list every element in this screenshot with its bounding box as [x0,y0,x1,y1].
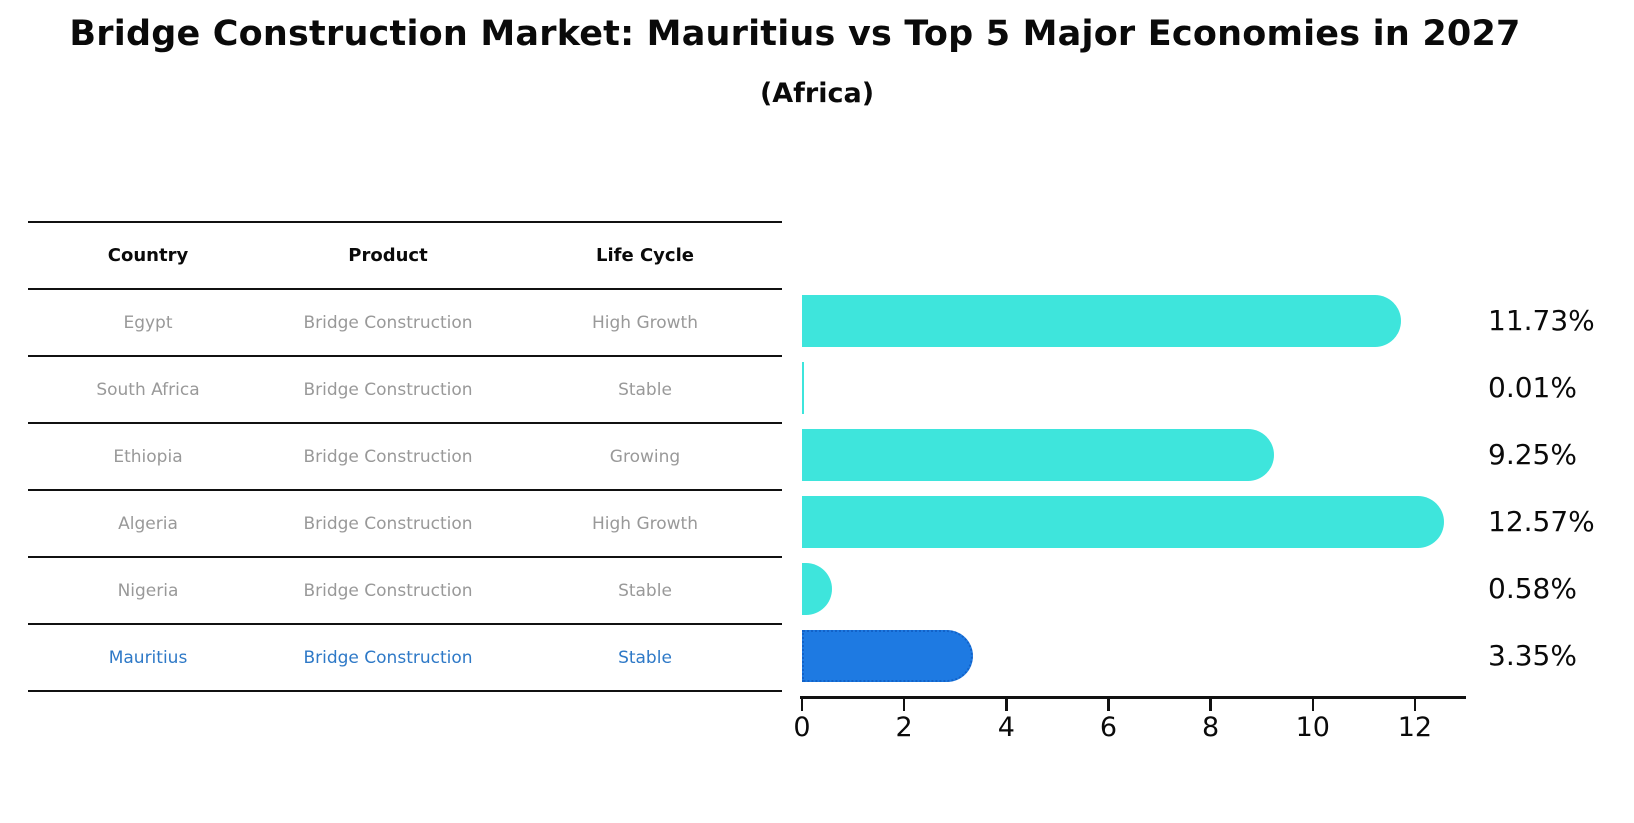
bar-algeria [802,495,1445,548]
x-axis-line [800,696,1466,699]
value-label-egypt: 11.73% [1488,303,1595,337]
bar-ethiopia [802,428,1275,481]
value-label-south-africa: 0.01% [1488,370,1577,404]
x-tick-mark-6 [1107,699,1110,711]
bar-mauritius [802,629,974,682]
value-label-nigeria: 0.58% [1488,571,1577,605]
country-cell: Egypt [123,312,173,333]
value-label-algeria: 12.57% [1488,504,1595,538]
country-cell: Ethiopia [113,446,183,467]
country-cell: Algeria [118,513,178,534]
x-tick-label-12: 12 [1397,712,1433,743]
life-cycle-cell: High Growth [591,513,698,534]
chart-title: Bridge Construction Market: Mauritius vs… [69,14,1521,54]
value-label-mauritius: 3.35% [1488,638,1577,672]
country-cell: South Africa [96,379,200,400]
table-row-nigeria: Nigeria Bridge Construction Stable [28,558,782,625]
table-row-egypt: Egypt Bridge Construction High Growth [28,290,782,357]
product-cell: Bridge Construction [303,446,473,467]
table-header-product: Product [348,245,428,266]
x-tick-label-8: 8 [1202,712,1220,743]
table-header-country: Country [107,245,189,266]
bar-south-africa [802,361,804,414]
table-header-row: Country Product Life Cycle [28,223,782,290]
bar-egypt [802,294,1402,347]
x-tick-mark-12 [1413,699,1417,711]
table-row-ethiopia: Ethiopia Bridge Construction Growing [28,424,782,491]
chart-subtitle: (Africa) [759,78,875,109]
table-body: Egypt Bridge Construction High Growth South… [28,290,782,692]
x-tick-mark-8 [1209,699,1212,711]
product-cell: Bridge Construction [303,580,473,601]
table-row-mauritius: Mauritius Bridge Construction Stable [28,625,782,692]
product-cell: Bridge Construction [303,312,473,333]
product-cell: Bridge Construction [303,647,473,668]
life-cycle-cell: Growing [609,446,681,467]
x-tick-label-2: 2 [895,712,913,743]
table-row-algeria: Algeria Bridge Construction High Growth [28,491,782,558]
x-tick-mark-0 [800,699,804,711]
product-cell: Bridge Construction [303,379,473,400]
table-header-life-cycle: Life Cycle [596,245,694,266]
country-cell: Mauritius [108,647,188,668]
life-cycle-cell: Stable [618,647,672,668]
product-cell: Bridge Construction [303,513,473,534]
x-tick-label-4: 4 [997,712,1015,743]
x-tick-label-10: 10 [1295,712,1330,743]
x-tick-label-0: 0 [793,712,811,743]
table-row-south-africa: South Africa Bridge Construction Stable [28,357,782,424]
country-table: Country Product Life Cycle Egypt Bridge Con… [28,221,782,692]
life-cycle-cell: Stable [618,379,672,400]
x-tick-mark-4 [1005,699,1008,711]
x-tick-label-6: 6 [1099,712,1118,743]
life-cycle-cell: Stable [618,580,672,601]
life-cycle-cell: High Growth [591,312,698,333]
x-tick-mark-2 [902,699,906,711]
bar-nigeria [802,562,832,615]
x-tick-mark-10 [1311,699,1315,711]
value-label-ethiopia: 9.25% [1488,437,1577,471]
country-cell: Nigeria [117,580,179,601]
